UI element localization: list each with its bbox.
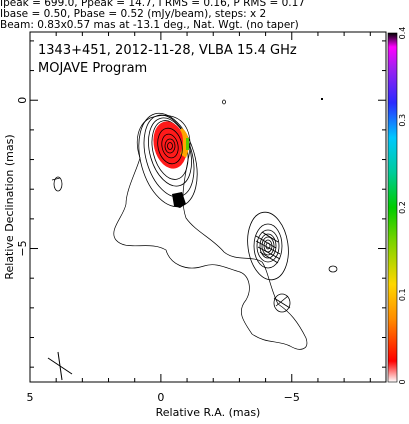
chart-title: 1343+451, 2012-11-28, VLBA 15.4 GHz [38,43,297,58]
isolated-contour-tick [273,295,291,309]
beam-symbol [47,351,73,381]
isolated-contour [328,265,338,273]
colorbar-tick-label: 0.2 [398,201,407,214]
chart-subtitle: MOJAVE Program [38,61,147,76]
core-inner-contours [157,127,183,165]
isolated-contour-tick [51,177,61,181]
y-tick-label: −5 [16,240,29,256]
y-tick-label: 0 [16,97,29,104]
x-tick-label: 5 [27,391,34,404]
y-axis-label: Relative Declination (mas) [3,134,16,279]
header-line-2: Ibase = 0.50, Pbase = 0.52 (mJy/beam), s… [0,8,267,20]
core-polarization-green [186,138,189,150]
colorbar-tick-label: 0 [398,379,407,384]
header-line-3: Beam: 0.83x0.57 mas at -13.1 deg., Nat. … [0,19,299,31]
header-line-1: Ipeak = 699.0, Ppeak = 14.7, I RMS = 0.1… [0,0,305,9]
plot-frame [29,31,387,383]
isolated-contour [222,99,226,105]
colorbar-tick-label: 0.4 [398,27,407,40]
colorbar-tick-label: 0.1 [398,288,407,301]
knot-vectors [255,231,281,264]
polarization-black-patch [172,192,186,208]
colorbar-ticks: 0 0.1 0.2 0.3 0.4 [398,27,407,385]
isolated-contour [273,293,291,313]
x-axis-label: Relative R.A. (mas) [156,406,261,419]
isolated-contour [321,98,323,100]
colorbar-tick-label: 0.3 [398,114,407,127]
colorbar [387,32,398,383]
isolated-contour [53,176,63,192]
knot-contours [247,211,289,281]
x-tick-label: −5 [284,391,300,404]
axis-ticks [29,32,386,382]
axis-tick-labels: 5 0 −5 0 −5 [16,97,300,404]
contour-outer-envelope [113,115,308,350]
x-tick-label: 0 [157,391,164,404]
